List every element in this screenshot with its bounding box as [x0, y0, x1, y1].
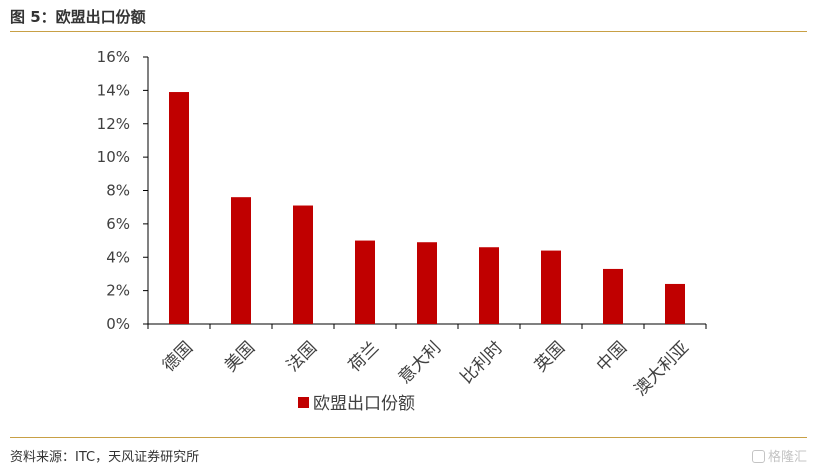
x-category-label: 美国: [221, 338, 259, 376]
figure-title: 图 5：欧盟出口份额: [10, 8, 146, 26]
bar-6: [479, 247, 499, 324]
x-category-label: 英国: [531, 338, 569, 376]
y-tick-label: 16%: [97, 48, 130, 66]
y-tick-label: 8%: [106, 182, 130, 200]
x-category-label: 中国: [593, 338, 631, 376]
bar-8: [603, 268, 623, 324]
bottom-rule: [10, 437, 807, 438]
x-category-label: 荷兰: [345, 338, 383, 376]
top-rule: [10, 31, 807, 32]
bar-1: [169, 92, 189, 324]
legend-swatch: [298, 397, 309, 408]
x-category-label: 比利时: [457, 338, 507, 388]
bar-4: [355, 240, 375, 324]
x-category-label: 意大利: [395, 338, 445, 388]
legend-label: 欧盟出口份额: [313, 394, 415, 414]
watermark: 格隆汇: [751, 446, 807, 465]
watermark-logo-icon: [751, 450, 765, 463]
bar-9: [665, 283, 685, 324]
y-tick-label: 0%: [106, 315, 130, 333]
bar-5: [417, 242, 437, 324]
y-tick-label: 2%: [106, 282, 130, 300]
x-category-label: 德国: [159, 338, 197, 376]
watermark-text: 格隆汇: [767, 450, 807, 465]
x-category-label: 澳大利亚: [631, 338, 693, 400]
bar-7: [541, 250, 561, 324]
x-category-label: 法国: [283, 338, 321, 376]
bar-2: [231, 197, 251, 324]
y-tick-label: 6%: [106, 215, 130, 233]
y-tick-label: 14%: [97, 81, 130, 99]
y-tick-label: 4%: [106, 248, 130, 266]
source-note: 资料来源：ITC，天风证券研究所: [10, 450, 200, 465]
y-tick-label: 10%: [97, 148, 130, 166]
bar-3: [293, 205, 313, 324]
y-tick-label: 12%: [97, 115, 130, 133]
